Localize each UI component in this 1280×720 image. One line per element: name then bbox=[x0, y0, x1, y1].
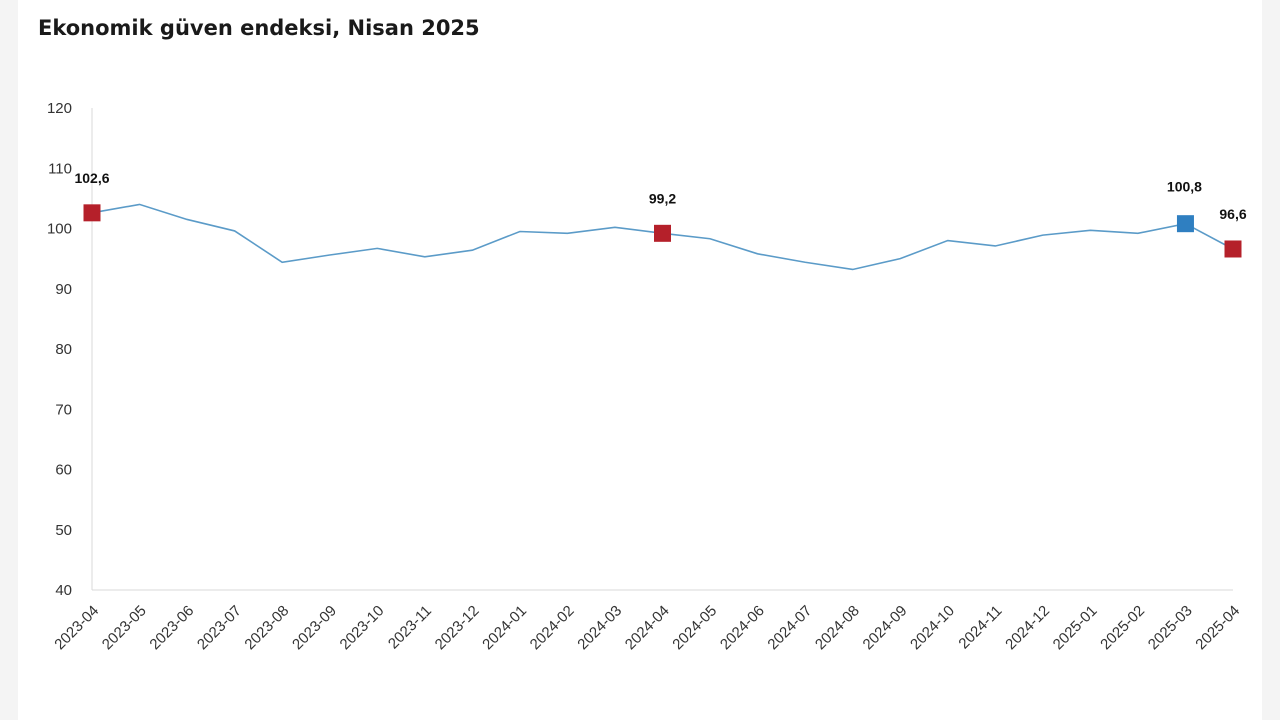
x-tick-label: 2023-06 bbox=[146, 602, 197, 653]
x-tick-label: 2024-05 bbox=[669, 602, 720, 653]
y-tick-label: 50 bbox=[55, 522, 72, 539]
x-tick-label: 2024-11 bbox=[955, 602, 1005, 652]
data-label: 102,6 bbox=[74, 170, 109, 186]
data-point-marker bbox=[654, 224, 671, 242]
x-tick-label: 2024-04 bbox=[622, 602, 673, 653]
y-tick-label: 100 bbox=[47, 221, 72, 238]
y-tick-label: 110 bbox=[48, 160, 72, 177]
y-tick-label: 70 bbox=[55, 401, 72, 418]
x-tick-label: 2023-08 bbox=[241, 602, 292, 653]
y-tick-label: 90 bbox=[55, 281, 72, 298]
x-tick-label: 2023-09 bbox=[289, 602, 340, 653]
x-tick-label: 2024-03 bbox=[574, 602, 625, 653]
data-label: 96,6 bbox=[1219, 206, 1246, 222]
x-tick-label: 2025-04 bbox=[1192, 602, 1243, 653]
x-tick-label: 2024-06 bbox=[717, 602, 768, 653]
x-tick-label: 2024-07 bbox=[764, 602, 815, 653]
x-tick-label: 2023-05 bbox=[99, 602, 150, 653]
x-tick-label: 2025-01 bbox=[1050, 602, 1101, 653]
x-tick-label: 2024-09 bbox=[860, 602, 911, 653]
chart-title: Ekonomik güven endeksi, Nisan 2025 bbox=[38, 16, 480, 40]
y-tick-label: 120 bbox=[47, 100, 72, 117]
data-label: 99,2 bbox=[649, 190, 676, 206]
x-tick-label: 2024-01 bbox=[479, 602, 530, 653]
x-tick-label: 2023-07 bbox=[194, 602, 245, 653]
data-point-marker bbox=[1224, 240, 1242, 258]
x-tick-label: 2023-11 bbox=[385, 602, 435, 652]
x-tick-label: 2025-03 bbox=[1145, 602, 1196, 653]
x-tick-label: 2024-02 bbox=[527, 602, 578, 653]
x-tick-label: 2024-10 bbox=[907, 602, 958, 653]
data-point-marker bbox=[83, 204, 101, 222]
x-tick-label: 2024-12 bbox=[1002, 602, 1053, 653]
y-tick-label: 60 bbox=[55, 462, 72, 479]
x-tick-label: 2025-02 bbox=[1097, 602, 1148, 653]
data-label: 100,8 bbox=[1167, 179, 1202, 195]
x-tick-label: 2023-10 bbox=[337, 602, 388, 653]
right-margin-band bbox=[1262, 0, 1280, 720]
data-point-marker bbox=[1176, 215, 1194, 233]
x-tick-label: 2023-04 bbox=[51, 602, 102, 653]
y-tick-label: 80 bbox=[55, 341, 72, 358]
x-tick-label: 2023-12 bbox=[432, 602, 483, 653]
left-margin-band bbox=[0, 0, 18, 720]
x-tick-label: 2024-08 bbox=[812, 602, 863, 653]
y-tick-label: 40 bbox=[55, 582, 72, 599]
